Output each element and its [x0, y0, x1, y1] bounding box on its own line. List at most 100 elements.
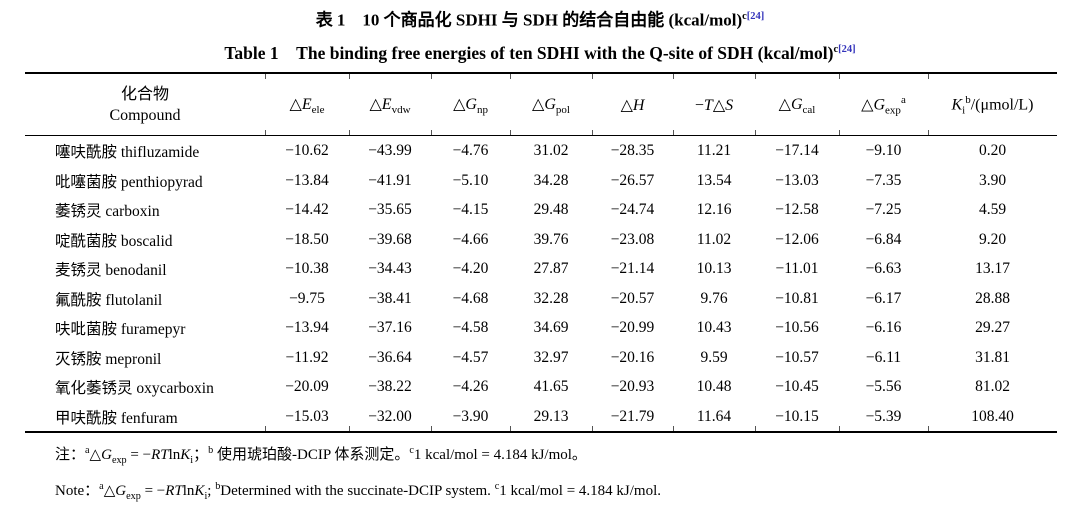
value-cell: −11.92 — [285, 348, 329, 366]
value-cell: −20.57 — [610, 289, 655, 307]
value-cell: −10.57 — [775, 348, 819, 366]
value-cell: −4.26 — [452, 378, 489, 396]
table-row: 吡噻菌胺 penthiopyrad −13.84 −41.91 −5.10 34.28 −… — [25, 166, 1057, 196]
value-cell: −20.16 — [610, 348, 655, 366]
value-cell: −36.64 — [368, 348, 412, 366]
value-cell: −6.16 — [865, 319, 902, 337]
value-cell: −21.79 — [592, 401, 673, 433]
value-cell: −4.15 — [452, 201, 489, 219]
table-row: 氟酰胺 flutolanil −9.75 −38.41 −4.68 32.28 −20.5… — [25, 284, 1057, 314]
footnote-mark-c: c — [833, 43, 839, 55]
value-cell: 10.48 — [696, 378, 732, 396]
value-cell: −10.81 — [775, 289, 819, 307]
value-cell: −10.45 — [775, 378, 819, 396]
compound-cell: 氟酰胺 flutolanil — [55, 291, 163, 309]
citation-link-24[interactable]: [24] — [746, 11, 765, 22]
value-cell: −4.66 — [452, 230, 489, 248]
value-cell: −38.41 — [368, 289, 412, 307]
value-cell: −5.56 — [865, 378, 902, 396]
compound-cell: 灭锈胺 mepronil — [55, 350, 162, 368]
value-cell: 81.02 — [975, 378, 1010, 396]
header-row: 化合物 Compound △Eele △Evdw △Gnp △Gpol △H −T△S △G… — [25, 73, 1057, 137]
footnote-zh: 注：a△Gexp = −RTlnKi；b 使用琥珀酸-DCIP 体系测定。c1 … — [55, 445, 587, 467]
compound-cell: 氧化萎锈灵 oxycarboxin — [55, 380, 214, 398]
column-header-compound: 化合物 Compound — [25, 73, 265, 137]
compound-cell: 吡噻菌胺 penthiopyrad — [55, 173, 203, 191]
value-cell: −6.84 — [865, 230, 902, 248]
value-cell: −20.99 — [610, 319, 655, 337]
table-row: 甲呋酰胺 fenfuram −15.03 −32.00 −3.90 29.13 −21.7… — [25, 401, 1057, 433]
value-cell: −6.11 — [865, 348, 902, 366]
value-cell: −43.99 — [368, 142, 412, 160]
table-row: 氧化萎锈灵 oxycarboxin −20.09 −38.22 −4.26 41.65 −… — [25, 372, 1057, 402]
column-header-dE-vdw: △Evdw — [349, 73, 431, 137]
value-cell: −4.58 — [452, 319, 489, 337]
compound-cell: 呋吡菌胺 furamepyr — [55, 321, 186, 339]
table-title-zh: 表 1 10 个商品化 SDHI 与 SDH 的结合自由能 (kcal/mol)… — [0, 3, 1080, 34]
value-cell: −37.16 — [368, 319, 412, 337]
value-cell: 13.54 — [696, 171, 732, 189]
value-cell: −13.03 — [775, 171, 819, 189]
value-cell: −18.50 — [285, 230, 329, 248]
value-cell: 11.02 — [696, 230, 732, 248]
value-cell: 9.20 — [978, 230, 1007, 248]
value-cell: −4.57 — [452, 348, 489, 366]
value-cell: −23.08 — [610, 230, 655, 248]
value-cell: 29.13 — [510, 401, 592, 433]
table-titles: 表 1 10 个商品化 SDHI 与 SDH 的结合自由能 (kcal/mol)… — [0, 0, 1080, 68]
table-header: 化合物 Compound △Eele △Evdw △Gnp △Gpol △H −T△S △G… — [25, 73, 1057, 137]
value-cell: −12.06 — [775, 230, 819, 248]
value-cell: −14.42 — [285, 201, 329, 219]
column-header-dH: △H — [592, 73, 673, 137]
column-header-dG-np: △Gnp — [431, 73, 510, 137]
compound-cell: 萎锈灵 carboxin — [55, 203, 160, 221]
value-cell: −6.63 — [865, 260, 902, 278]
value-cell: −7.35 — [865, 171, 902, 189]
column-header-dG-exp: △Gexpa — [839, 73, 928, 137]
table-title-zh-text: 表 1 10 个商品化 SDHI 与 SDH 的结合自由能 (kcal/mol) — [315, 10, 743, 30]
value-cell: 11.64 — [673, 401, 755, 433]
value-cell: 32.28 — [533, 289, 569, 307]
table-title-en: Table 1 The binding free energies of ten… — [0, 34, 1080, 69]
value-cell: −5.39 — [839, 401, 928, 433]
column-header-minus-TdS: −T△S — [673, 73, 755, 137]
binding-free-energy-table: 化合物 Compound △Eele △Evdw △Gnp △Gpol △H −T△S △G… — [25, 72, 1057, 434]
value-cell: 31.02 — [533, 142, 569, 160]
value-cell: 34.69 — [533, 319, 569, 337]
value-cell: −9.10 — [865, 142, 902, 160]
value-cell: −12.58 — [775, 201, 819, 219]
table-row: 啶酰菌胺 boscalid −18.50 −39.68 −4.66 39.76 −23.0… — [25, 225, 1057, 255]
value-cell: −6.17 — [865, 289, 902, 307]
citation-link-24[interactable]: [24] — [838, 43, 856, 55]
value-cell: −13.84 — [285, 171, 329, 189]
compound-cell: 啶酰菌胺 boscalid — [55, 232, 173, 250]
value-cell: −28.35 — [610, 142, 655, 160]
value-cell: 29.48 — [533, 201, 569, 219]
value-cell: −10.56 — [775, 319, 819, 337]
table-row: 灭锈胺 mepronil −11.92 −36.64 −4.57 32.97 −20.16… — [25, 343, 1057, 373]
value-cell: 9.76 — [700, 289, 728, 307]
value-cell: −10.15 — [755, 401, 839, 433]
compound-header-en: Compound — [109, 106, 181, 124]
column-header-dE-ele: △Eele — [265, 73, 349, 137]
compound-cell: 甲呋酰胺 fenfuram — [55, 409, 178, 427]
table-row: 呋吡菌胺 furamepyr −13.94 −37.16 −4.58 34.69 −20.… — [25, 313, 1057, 343]
value-cell: 34.28 — [533, 171, 569, 189]
compound-cell: 噻呋酰胺 thifluzamide — [55, 144, 200, 162]
value-cell: −24.74 — [610, 201, 655, 219]
table-row: 噻呋酰胺 thifluzamide −10.62 −43.99 −4.76 31.02 −… — [25, 136, 1057, 166]
column-header-dG-pol: △Gpol — [510, 73, 592, 137]
value-cell: −10.62 — [285, 142, 329, 160]
table-title-en-text: Table 1 The binding free energies of ten… — [224, 42, 834, 63]
value-cell: 10.43 — [696, 319, 732, 337]
footnote-mark-c: c — [742, 11, 747, 22]
value-cell: −34.43 — [368, 260, 412, 278]
value-cell: 28.88 — [975, 289, 1010, 307]
value-cell: −4.20 — [452, 260, 489, 278]
table-footnotes: 注：a△Gexp = −RTlnKi；b 使用琥珀酸-DCIP 体系测定。c1 … — [55, 438, 1057, 510]
table-row: 麦锈灵 benodanil −10.38 −34.43 −4.20 27.87 −21.1… — [25, 254, 1057, 284]
value-cell: −38.22 — [368, 378, 412, 396]
value-cell: −10.38 — [285, 260, 329, 278]
value-cell: 108.40 — [928, 401, 1057, 433]
